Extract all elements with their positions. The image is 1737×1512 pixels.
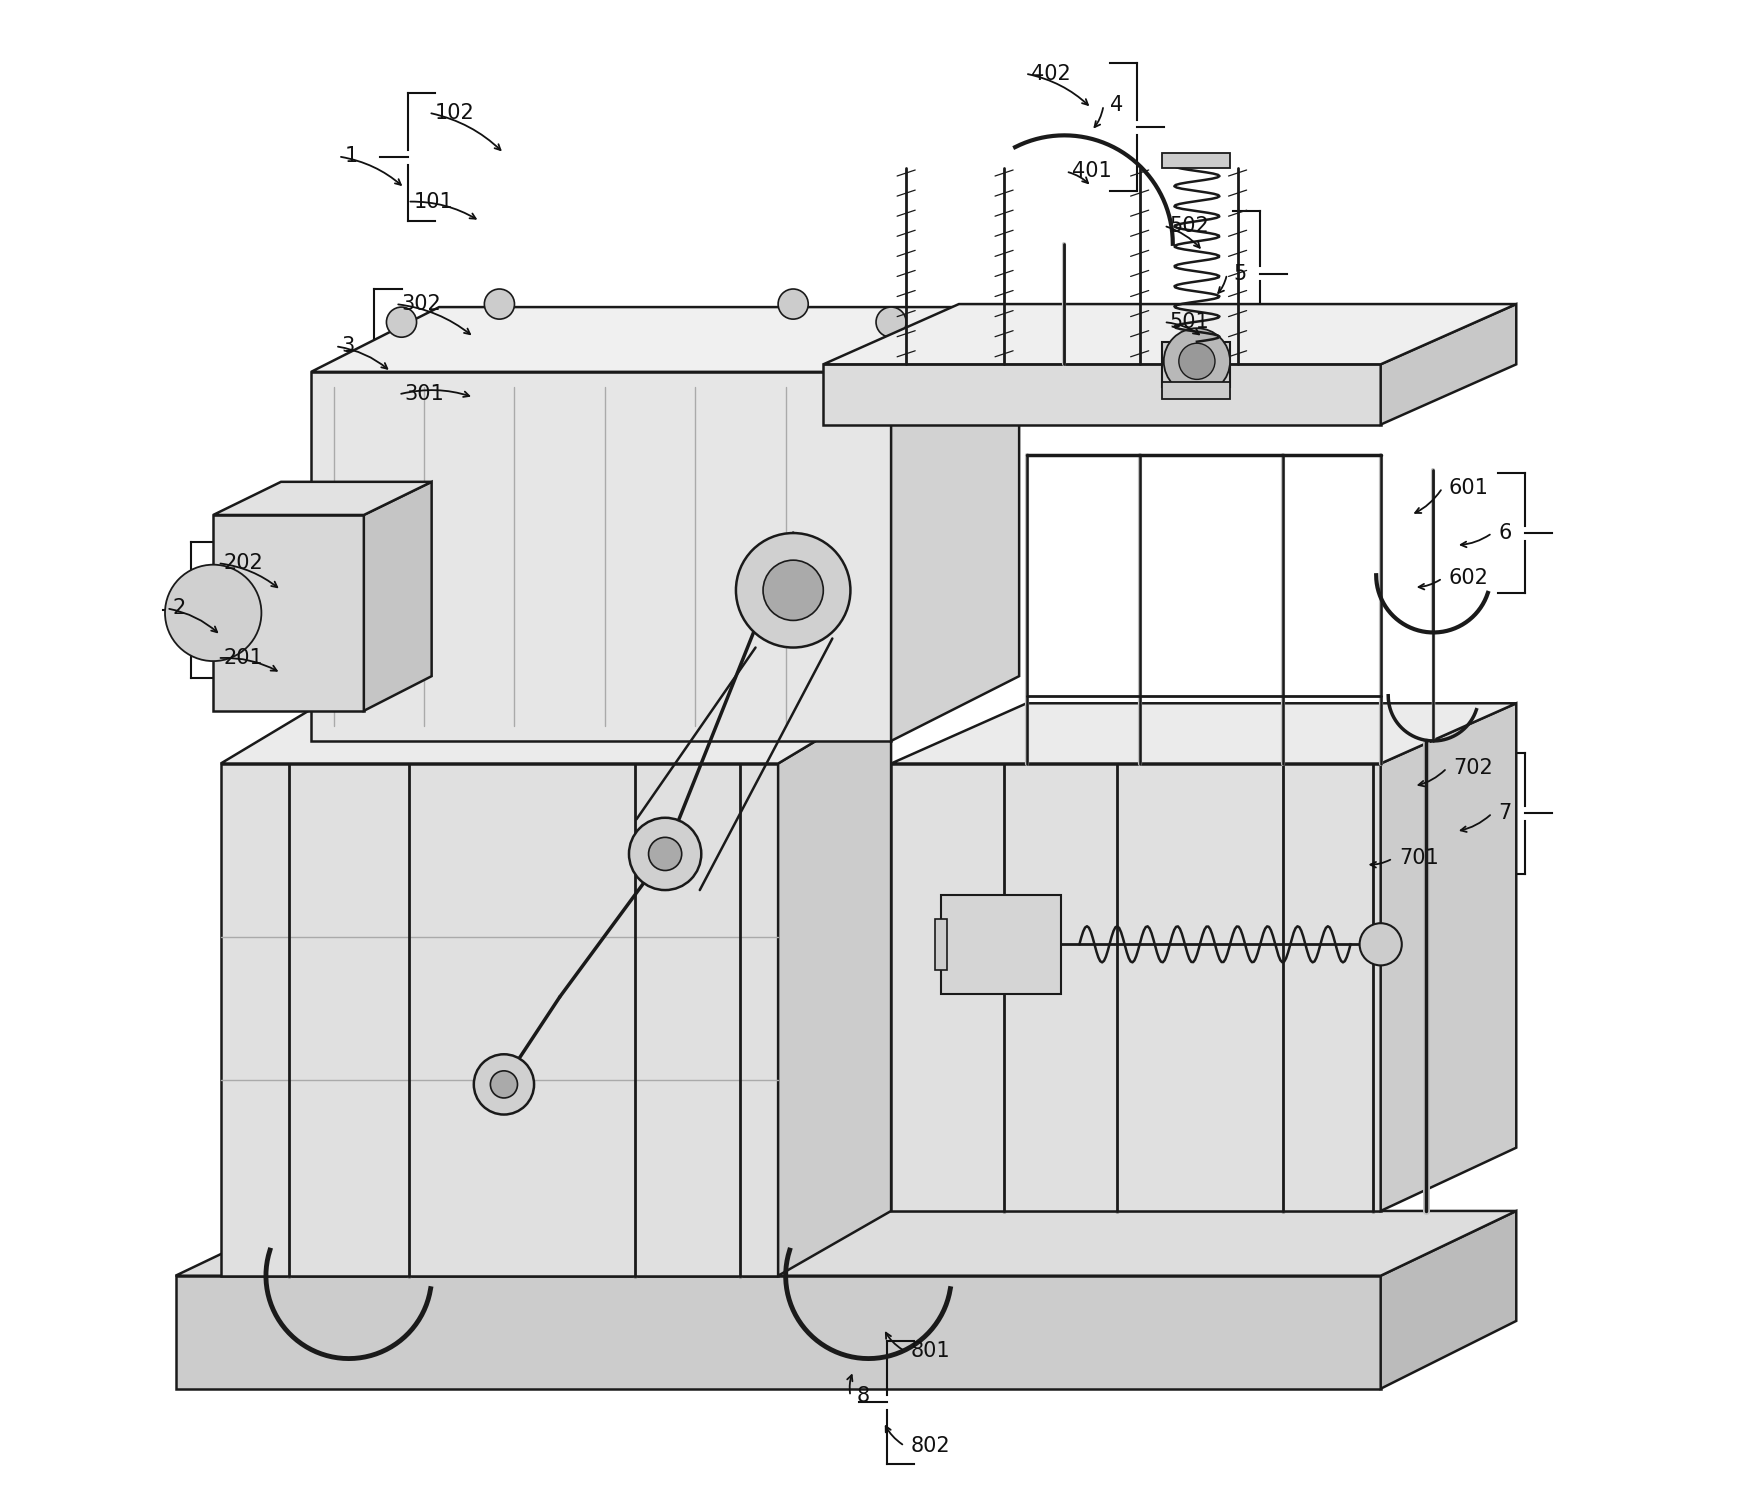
Text: 7: 7: [1499, 803, 1511, 823]
Circle shape: [474, 1054, 533, 1114]
Polygon shape: [891, 307, 1020, 741]
Polygon shape: [175, 1276, 1381, 1388]
Circle shape: [875, 307, 907, 337]
Text: 2: 2: [172, 599, 186, 618]
Polygon shape: [823, 364, 1381, 425]
Polygon shape: [214, 482, 431, 516]
Circle shape: [778, 289, 808, 319]
Polygon shape: [221, 764, 778, 1276]
Polygon shape: [823, 304, 1516, 364]
Text: 602: 602: [1449, 569, 1489, 588]
Polygon shape: [1381, 703, 1516, 1211]
Text: 102: 102: [434, 103, 474, 122]
Text: 6: 6: [1499, 523, 1511, 543]
Polygon shape: [891, 764, 1381, 1211]
Text: 702: 702: [1452, 758, 1492, 779]
Circle shape: [763, 559, 823, 620]
Polygon shape: [778, 696, 891, 1276]
Polygon shape: [1162, 383, 1230, 399]
Circle shape: [490, 1070, 518, 1098]
Circle shape: [629, 818, 702, 891]
Text: 502: 502: [1169, 216, 1209, 236]
Text: 201: 201: [224, 649, 264, 668]
Text: 1: 1: [344, 147, 358, 166]
Circle shape: [1164, 328, 1230, 395]
Polygon shape: [221, 696, 891, 764]
Circle shape: [648, 838, 681, 871]
Polygon shape: [363, 482, 431, 711]
Polygon shape: [1381, 1211, 1516, 1388]
Text: 302: 302: [401, 293, 441, 314]
Circle shape: [485, 289, 514, 319]
Polygon shape: [891, 703, 1516, 764]
Text: 401: 401: [1072, 162, 1112, 181]
Polygon shape: [175, 1211, 1516, 1276]
Circle shape: [386, 307, 417, 337]
Polygon shape: [214, 516, 363, 711]
Polygon shape: [1162, 153, 1230, 168]
Text: 402: 402: [1032, 64, 1072, 83]
Text: 8: 8: [856, 1387, 870, 1406]
Circle shape: [165, 564, 261, 661]
Text: 802: 802: [910, 1436, 950, 1456]
Polygon shape: [1381, 304, 1516, 425]
Circle shape: [736, 534, 851, 647]
Circle shape: [1360, 924, 1402, 965]
Polygon shape: [311, 372, 891, 741]
Text: 3: 3: [340, 336, 354, 357]
Text: 4: 4: [1110, 95, 1122, 115]
Text: 601: 601: [1449, 478, 1489, 497]
Text: 701: 701: [1398, 848, 1438, 868]
Text: 101: 101: [413, 192, 453, 212]
Text: 801: 801: [910, 1341, 950, 1361]
Text: 202: 202: [224, 553, 264, 573]
Polygon shape: [941, 895, 1061, 993]
Circle shape: [1179, 343, 1214, 380]
Text: 301: 301: [405, 384, 445, 404]
Polygon shape: [311, 307, 1020, 372]
Text: 501: 501: [1169, 311, 1209, 333]
Polygon shape: [1162, 342, 1230, 387]
Text: 5: 5: [1233, 265, 1247, 284]
Polygon shape: [935, 919, 947, 969]
